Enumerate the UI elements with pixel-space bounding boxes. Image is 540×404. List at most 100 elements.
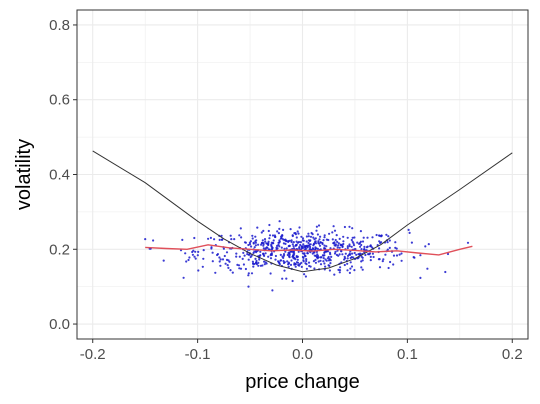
data-point [334,238,337,242]
data-point [340,243,343,247]
data-point [296,258,299,261]
data-point [303,252,306,255]
data-point [294,265,297,268]
data-point [346,262,349,265]
smoothed-trend-line [145,244,473,256]
data-point [279,237,282,240]
data-point [307,241,310,245]
data-point [276,230,279,233]
data-point [182,276,185,279]
data-point [268,223,271,227]
data-point [238,255,241,258]
data-point [230,238,233,241]
data-point [419,254,422,257]
data-point [324,247,327,250]
data-point [260,231,263,234]
data-point [218,260,221,263]
data-point [371,252,374,255]
data-point [261,239,264,242]
data-point [239,267,243,270]
data-point [407,228,410,231]
data-point [254,235,257,238]
data-point [264,247,267,250]
data-point [240,236,243,239]
data-point [275,246,278,249]
data-point [258,254,261,257]
data-point [331,238,334,241]
data-point [267,229,270,233]
data-point [319,256,322,259]
data-point [285,247,288,250]
data-point [294,244,298,247]
data-point [271,241,274,245]
y-tick-label: 0.6 [49,92,70,109]
data-point [194,250,197,253]
x-tick-label: -0.1 [185,346,211,363]
data-point [352,256,355,259]
data-point [238,234,241,237]
data-point [233,238,236,241]
data-point [274,254,277,258]
data-point [267,240,270,243]
data-point [385,233,388,236]
data-point [301,252,304,255]
data-point [323,262,326,265]
data-point [270,244,273,247]
data-point [300,246,303,250]
data-point [226,264,229,267]
data-point [202,249,205,252]
data-point [387,235,390,238]
data-point [375,233,378,237]
data-point [342,240,345,243]
data-point [144,238,147,241]
data-point [213,238,216,241]
data-point [207,237,210,240]
data-point [426,267,429,270]
data-point [235,252,238,255]
data-point [316,233,319,236]
data-point [287,262,291,265]
series-lines [92,150,513,273]
data-point [288,252,291,255]
data-point [263,238,267,241]
data-point [263,263,266,266]
data-point [201,265,204,268]
data-point [302,259,305,262]
data-point [395,247,398,250]
data-point [294,258,297,261]
data-point [239,227,242,230]
data-point [299,243,302,247]
data-point [329,259,332,262]
data-point [307,261,311,264]
data-point [257,264,260,267]
data-point [262,247,265,250]
data-point [297,250,300,253]
data-point [279,253,282,256]
data-point [353,236,356,239]
data-point [191,253,194,256]
data-point [317,241,320,244]
data-point [349,256,352,260]
data-point [228,260,231,263]
data-point [290,250,293,253]
data-point [300,235,303,238]
data-point [369,255,372,258]
data-point [242,251,245,254]
data-point [338,271,341,274]
data-point [328,251,332,254]
data-point [305,259,308,263]
data-point [353,269,356,272]
data-point [318,238,321,241]
data-point [247,274,250,277]
data-point [298,246,301,249]
data-point [293,263,296,266]
data-point [315,225,318,228]
data-point [257,261,260,264]
data-point [277,241,280,244]
data-point [348,271,351,274]
data-point [253,250,256,253]
data-point [296,241,299,244]
data-point [336,246,339,249]
data-point [349,253,352,256]
